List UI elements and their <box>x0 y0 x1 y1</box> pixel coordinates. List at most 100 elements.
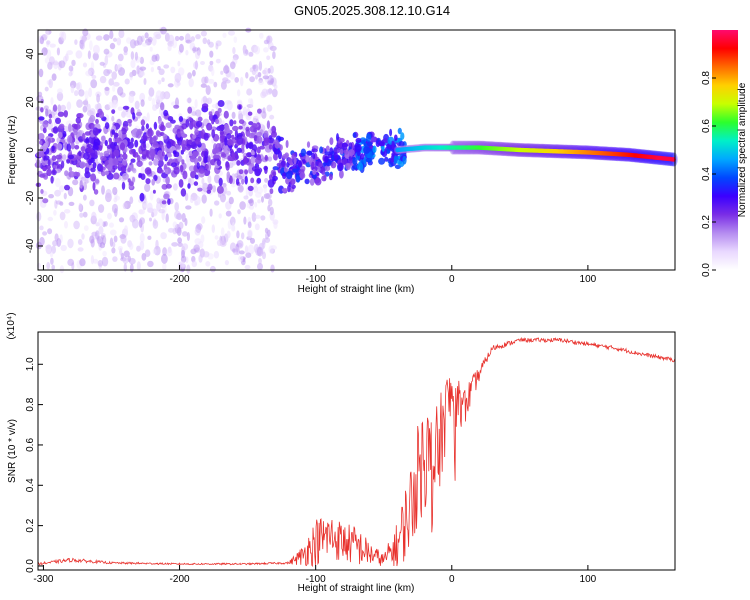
spectrogram-noise-blob <box>261 196 264 203</box>
spectrogram-noise-blob <box>148 95 152 101</box>
spectrogram-band-blob <box>236 160 241 166</box>
spectrogram-noise-blob <box>174 72 182 83</box>
snr-x-label: Height of straight line (km) <box>298 583 415 594</box>
spectrogram-noise-blob <box>261 240 266 249</box>
spectrogram-noise-blob <box>246 88 253 96</box>
spectrogram-band-blob <box>159 124 166 132</box>
spectrogram-band-blob <box>101 170 106 177</box>
spectrogram-band-blob <box>93 138 101 147</box>
spectrogram-band-blob <box>285 140 289 148</box>
spectrogram-band-blob <box>103 150 110 157</box>
spectrogram-band-blob <box>178 116 184 122</box>
spectrogram-noise-blob <box>209 60 214 66</box>
spectrogram-noise-blob <box>200 61 205 65</box>
spectrogram-noise-blob <box>211 104 218 109</box>
spectrogram-band-blob <box>236 136 244 146</box>
spectrogram-band-blob <box>185 145 191 151</box>
spectrogram-noise-blob <box>146 202 153 213</box>
spectrogram-band-blob <box>73 131 78 136</box>
spectrogram-noise-blob <box>267 205 271 212</box>
spectrogram-band-blob <box>355 137 362 144</box>
spectrogram-band-blob <box>365 158 373 163</box>
spectrogram-band-blob <box>55 154 62 160</box>
spectrogram-band-blob <box>130 158 136 163</box>
spectrogram-band-blob <box>197 116 203 122</box>
spectrogram-noise-blob <box>244 245 249 254</box>
spectrogram-noise-blob <box>233 36 238 43</box>
spectrogram-noise-blob <box>168 34 175 45</box>
spectrogram-noise-blob <box>112 81 120 87</box>
spectrogram-noise-blob <box>244 264 251 270</box>
spectrogram-band-blob <box>48 118 52 125</box>
spectrogram-band-blob <box>247 111 253 116</box>
spectrogram-band-blob <box>315 161 320 166</box>
spectrogram-noise-blob <box>258 60 263 71</box>
spectrogram-noise-blob <box>177 213 183 221</box>
spectrogram-noise-blob <box>128 93 135 104</box>
spectrogram-band-blob <box>182 170 188 180</box>
spectrogram-band-blob <box>321 175 327 182</box>
spectrogram-band-blob <box>348 156 352 161</box>
spectrogram-band-blob <box>201 103 209 109</box>
spectrogram-noise-blob <box>263 39 269 45</box>
spectrogram-noise-blob <box>239 76 244 87</box>
spectrogram-band-blob <box>157 116 162 125</box>
spectrogram-noise-blob <box>209 50 214 58</box>
spectrogram-noise-blob <box>166 248 173 257</box>
spectrogram-band-blob <box>90 173 97 182</box>
spectrogram-noise-blob <box>49 43 56 48</box>
spectrogram-noise-blob <box>170 66 176 74</box>
spectrogram-noise-blob <box>109 229 117 236</box>
spectrogram-band-blob <box>370 136 378 143</box>
spectrogram-noise-blob <box>103 34 110 41</box>
spectrogram-noise-blob <box>231 111 236 119</box>
spectrogram-band-blob <box>281 187 288 193</box>
spectrogram-band-blob <box>384 156 389 162</box>
spectrogram-band-blob <box>282 172 287 180</box>
spectrogram-noise-blob <box>97 218 104 228</box>
spectrogram-band-blob <box>122 105 130 110</box>
spectrogram-band-blob <box>55 117 61 125</box>
spectrogram-band-blob <box>238 105 242 110</box>
spectrogram-band-blob <box>229 119 234 127</box>
spectrogram-noise-blob <box>237 185 244 193</box>
spectrogram-noise-blob <box>151 36 157 46</box>
spectrogram-band-blob <box>295 174 301 183</box>
spectrogram-noise-blob <box>253 185 259 193</box>
spectrogram-noise-blob <box>262 107 266 114</box>
spectrogram-noise-blob <box>216 239 223 247</box>
spectrogram-band-blob <box>89 115 96 122</box>
spectrogram-noise-blob <box>63 192 67 200</box>
spectrogram-band-blob <box>328 173 333 181</box>
spectrogram-noise-blob <box>156 197 161 204</box>
spectrogram-y-tick-label: 0 <box>25 147 36 153</box>
spectrogram-band-blob <box>100 156 107 161</box>
spectrogram-band-blob <box>92 144 99 151</box>
spectrogram-band-blob <box>85 137 90 143</box>
spectrogram-band-blob <box>112 164 118 170</box>
spectrogram-band-blob <box>223 124 230 133</box>
spectrogram-noise-blob <box>225 210 232 217</box>
spectrogram-noise-blob <box>149 217 152 222</box>
spectrogram-band-blob <box>263 165 269 171</box>
spectrogram-noise-blob <box>101 256 109 267</box>
colorbar-tick-label: 0.4 <box>701 167 712 181</box>
spectrogram-noise-blob <box>47 228 53 235</box>
spectrogram-band-blob <box>281 154 289 159</box>
spectrogram-band-blob <box>324 151 332 156</box>
spectrogram-band-blob <box>48 113 53 119</box>
spectrogram-noise-blob <box>50 97 54 106</box>
spectrogram-noise-blob <box>238 255 244 262</box>
spectrogram-band-blob <box>219 125 225 131</box>
spectrogram-band-blob <box>238 125 243 130</box>
spectrogram-noise-blob <box>59 211 66 221</box>
spectrogram-band-blob <box>152 189 156 194</box>
spectrogram-noise-blob <box>206 97 213 105</box>
spectrogram-band-blob <box>195 139 201 145</box>
spectrogram-noise-blob <box>58 185 65 193</box>
spectrogram-band-blob <box>287 157 293 164</box>
spectrogram-noise-blob <box>195 34 201 40</box>
spectrogram-noise-blob <box>60 244 67 252</box>
spectrogram-noise-blob <box>102 250 107 257</box>
spectrogram-noise-blob <box>39 225 44 231</box>
